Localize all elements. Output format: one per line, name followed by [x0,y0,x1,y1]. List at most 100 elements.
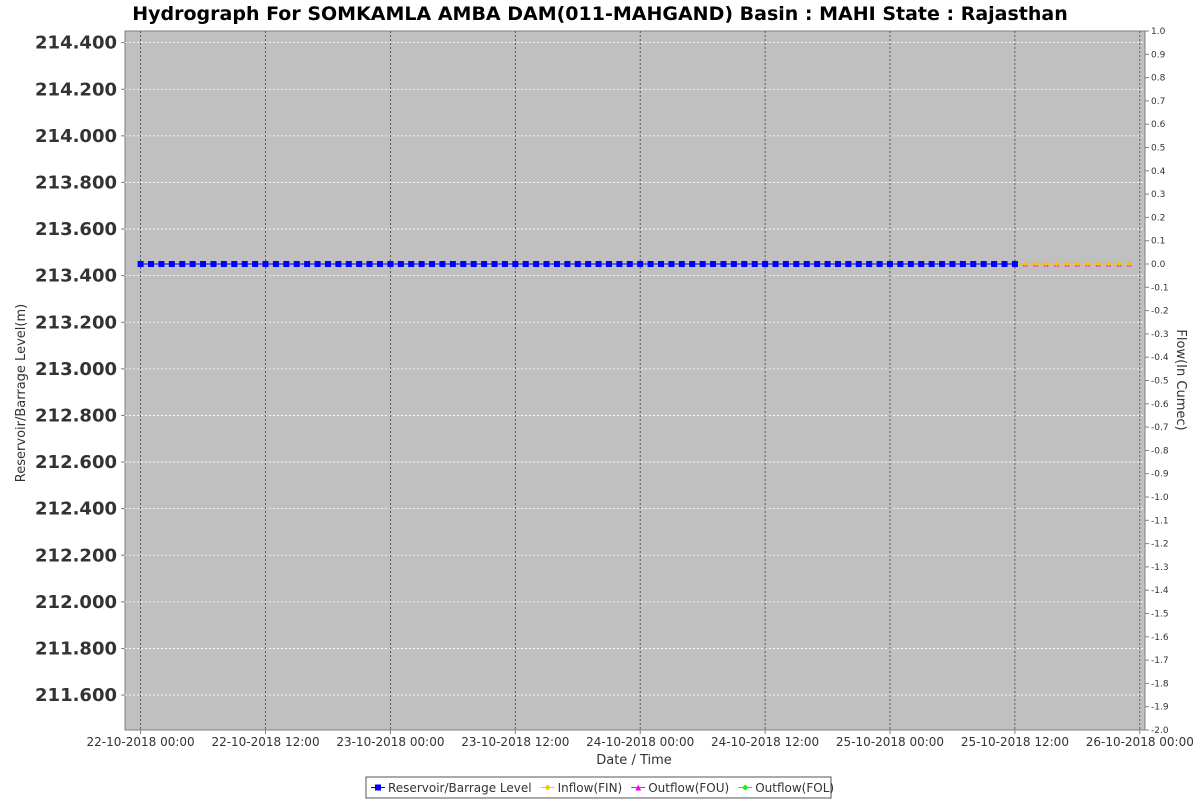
reservoir-barrage-level-point [189,261,196,267]
reservoir-barrage-level-point [699,261,706,267]
right-tick-label: -1.1 [1151,516,1169,526]
reservoir-barrage-level-point [605,261,612,267]
right-tick-label: -1.6 [1151,633,1169,643]
legend-label: Outflow(FOU) [648,781,729,795]
legend-label: Outflow(FOL) [755,781,834,795]
left-tick-label: 212.800 [35,405,117,426]
legend-item-outflow-fou: Outflow(FOU) [631,781,729,795]
reservoir-barrage-level-point [564,261,571,267]
reservoir-barrage-level-point [876,261,883,267]
reservoir-barrage-level-point [491,261,498,267]
left-tick-label: 212.600 [35,452,117,473]
legend-item-outflow-fol: Outflow(FOL) [738,781,834,795]
y-axis-left-label: Reservoir/Barrage Level(m) [14,304,29,482]
legend-item-inflow-fin: Inflow(FIN) [540,781,623,795]
reservoir-barrage-level-point [762,261,769,267]
reservoir-barrage-level-point [658,261,665,267]
right-tick-label: 0.7 [1151,97,1165,107]
left-tick-label: 211.600 [35,685,117,706]
left-axis-ticks: 214.400 214.200 214.000 213.800 213.600 213.4… [35,33,125,706]
right-tick-label: -1.0 [1151,493,1169,503]
inflow-fin-point [1043,261,1049,267]
reservoir-barrage-level-point [585,261,592,267]
reservoir-barrage-level-point [1001,261,1008,267]
reservoir-barrage-level-point [855,261,862,267]
reservoir-barrage-level-point [626,261,633,267]
y-axis-right-label: Flow(In Cumec) [1173,329,1188,430]
reservoir-barrage-level-point [429,261,436,267]
reservoir-barrage-level-point [439,261,446,267]
right-tick-label: -0.4 [1151,353,1169,363]
right-tick-label: 0.5 [1151,144,1165,154]
reservoir-barrage-level-point [928,261,935,267]
x-tick-label: 26-10-2018 00:00 [1086,735,1194,749]
reservoir-barrage-level-point [907,261,914,267]
x-tick-label: 25-10-2018 00:00 [836,735,944,749]
reservoir-barrage-level-point [637,261,644,267]
right-tick-label: -0.6 [1151,400,1169,410]
right-tick-label: -0.9 [1151,470,1169,480]
reservoir-barrage-level-point [148,261,155,267]
right-tick-label: -0.8 [1151,446,1169,456]
reservoir-barrage-level-point [814,261,821,267]
reservoir-barrage-level-point [866,261,873,267]
reservoir-barrage-level-point [595,261,602,267]
reservoir-barrage-level-point [345,261,352,267]
reservoir-barrage-level-point [356,261,363,267]
inflow-fin-point [1106,261,1112,267]
left-tick-label: 212.200 [35,545,117,566]
legend-swatch-marker [375,784,381,791]
chart-legend: Reservoir/Barrage Level Inflow(FIN) Outflo… [365,776,834,799]
right-tick-label: -1.2 [1151,540,1169,550]
reservoir-barrage-level-point [272,261,279,267]
reservoir-barrage-level-point [533,261,540,267]
reservoir-barrage-level-point [939,261,946,267]
reservoir-barrage-level-point [314,261,321,267]
reservoir-barrage-level-point [262,261,269,267]
reservoir-barrage-level-point [449,261,456,267]
left-tick-label: 211.800 [35,638,117,659]
series-reservoir-barrage-level [137,261,1018,267]
legend-swatch-marker [635,784,642,791]
right-tick-label: -1.4 [1151,586,1169,596]
reservoir-barrage-level-point [970,261,977,267]
reservoir-barrage-level-point [991,261,998,267]
legend-swatch-marker [742,784,749,791]
reservoir-barrage-level-point [730,261,737,267]
reservoir-barrage-level-point [543,261,550,267]
legend-swatch-marker [544,784,551,791]
right-tick-label: -0.7 [1151,423,1169,433]
left-tick-label: 213.200 [35,312,117,333]
reservoir-barrage-level-point [387,261,394,267]
legend-label: Reservoir/Barrage Level [388,781,532,795]
left-tick-label: 213.400 [35,266,117,287]
inflow-fin-point [1033,261,1039,267]
reservoir-barrage-level-point [918,261,925,267]
x-tick-label: 23-10-2018 00:00 [336,735,444,749]
reservoir-barrage-level-point [220,261,227,267]
x-axis-label: Date / Time [596,753,672,768]
legend-label: Inflow(FIN) [558,781,623,795]
reservoir-barrage-level-point [689,261,696,267]
reservoir-barrage-level-point [845,261,852,267]
reservoir-barrage-level-point [751,261,758,267]
x-tick-label: 22-10-2018 00:00 [87,735,195,749]
reservoir-barrage-level-point [897,261,904,267]
inflow-fin-point [1095,261,1101,267]
left-tick-label: 212.400 [35,499,117,520]
reservoir-barrage-level-point [887,261,893,267]
inflow-fin-point [1074,261,1080,267]
left-tick-label: 212.000 [35,592,117,613]
reservoir-barrage-level-point [366,261,373,267]
right-tick-label: 0.1 [1151,237,1165,247]
right-tick-label: -1.5 [1151,610,1169,620]
reservoir-barrage-level-point [803,261,810,267]
x-axis-ticks: 22-10-2018 00:00 22-10-2018 12:00 23-10-20… [87,730,1194,749]
right-tick-label: -0.5 [1151,377,1169,387]
reservoir-barrage-level-point [720,261,727,267]
reservoir-barrage-level-point [377,261,383,267]
inflow-fin-point [1054,261,1060,267]
reservoir-barrage-level-point [678,261,685,267]
reservoir-barrage-level-point [470,261,477,267]
